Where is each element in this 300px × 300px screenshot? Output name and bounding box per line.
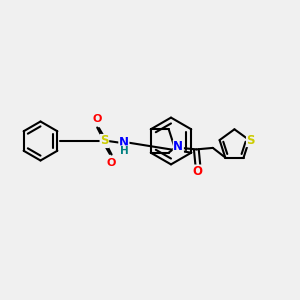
Text: N: N — [173, 140, 183, 153]
Text: N: N — [119, 136, 129, 149]
Text: O: O — [93, 113, 102, 124]
Text: S: S — [100, 134, 109, 148]
Text: H: H — [119, 146, 128, 156]
Text: S: S — [247, 134, 255, 147]
Text: O: O — [106, 158, 116, 169]
Text: O: O — [193, 165, 203, 178]
